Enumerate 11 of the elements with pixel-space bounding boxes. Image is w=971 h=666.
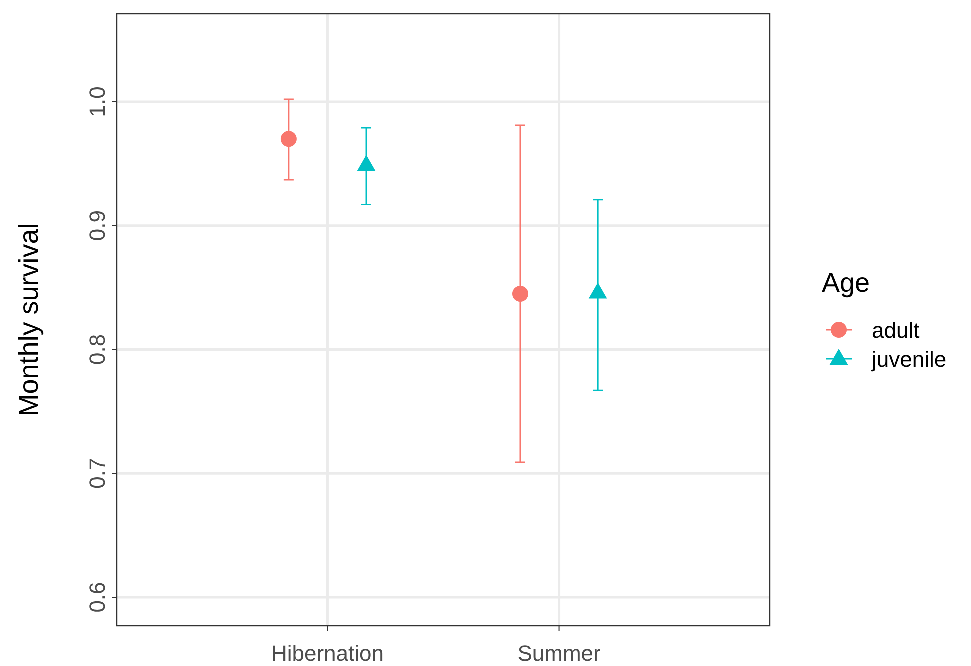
legend-label: adult: [872, 318, 920, 343]
y-tick-label: 0.8: [85, 334, 110, 366]
y-tick-label: 0.9: [85, 210, 110, 242]
x-tick-label: Hibernation: [271, 641, 384, 666]
y-tick-label: 0.7: [85, 458, 110, 489]
legend-title: Age: [822, 268, 870, 298]
x-tick-label: Summer: [518, 641, 601, 666]
y-tick-label: 1.0: [85, 86, 110, 118]
legend-label: juvenile: [871, 347, 947, 372]
y-axis-title: Monthly survival: [14, 223, 44, 417]
y-tick-label: 0.6: [85, 582, 110, 613]
